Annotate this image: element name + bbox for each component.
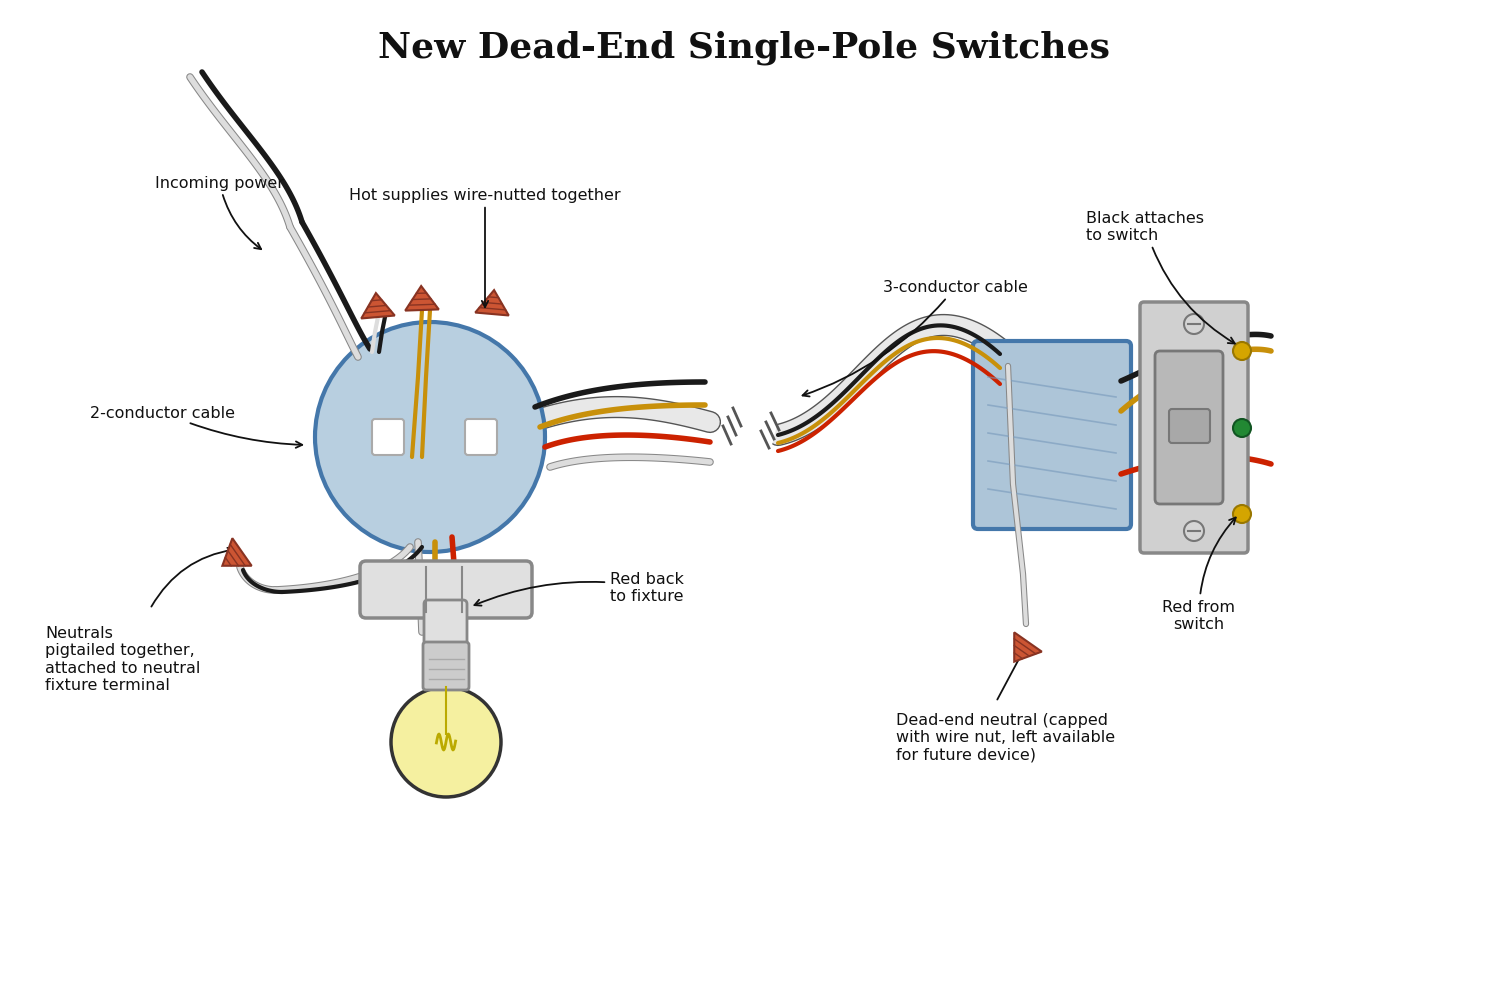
Text: Red from
switch: Red from switch bbox=[1162, 518, 1235, 632]
Circle shape bbox=[391, 687, 501, 798]
FancyBboxPatch shape bbox=[372, 420, 405, 456]
FancyBboxPatch shape bbox=[424, 600, 467, 653]
Text: 2-conductor cable: 2-conductor cable bbox=[89, 405, 302, 448]
Text: Dead-end neutral (capped
with wire nut, left available
for future device): Dead-end neutral (capped with wire nut, … bbox=[896, 712, 1115, 763]
Circle shape bbox=[315, 323, 545, 552]
Polygon shape bbox=[1015, 632, 1042, 662]
Text: 3-conductor cable: 3-conductor cable bbox=[802, 281, 1028, 397]
Text: Incoming power: Incoming power bbox=[155, 175, 284, 249]
Polygon shape bbox=[222, 539, 251, 566]
Circle shape bbox=[1184, 521, 1204, 541]
Polygon shape bbox=[405, 287, 439, 312]
FancyBboxPatch shape bbox=[1170, 410, 1210, 444]
Text: Red back
to fixture: Red back to fixture bbox=[475, 571, 684, 606]
Text: Neutrals
pigtailed together,
attached to neutral
fixture terminal: Neutrals pigtailed together, attached to… bbox=[45, 625, 201, 692]
Circle shape bbox=[1234, 505, 1251, 523]
Text: New Dead-End Single-Pole Switches: New Dead-End Single-Pole Switches bbox=[378, 31, 1110, 65]
Text: Black attaches
to switch: Black attaches to switch bbox=[1086, 210, 1235, 345]
FancyBboxPatch shape bbox=[423, 642, 469, 690]
Circle shape bbox=[1234, 420, 1251, 438]
Polygon shape bbox=[475, 291, 509, 317]
FancyBboxPatch shape bbox=[1140, 303, 1248, 553]
FancyBboxPatch shape bbox=[1155, 352, 1223, 504]
FancyBboxPatch shape bbox=[973, 342, 1131, 529]
Text: Hot supplies wire-nutted together: Hot supplies wire-nutted together bbox=[350, 187, 620, 308]
Circle shape bbox=[1234, 343, 1251, 361]
FancyBboxPatch shape bbox=[360, 561, 533, 618]
Circle shape bbox=[1184, 315, 1204, 335]
Polygon shape bbox=[362, 294, 394, 320]
FancyBboxPatch shape bbox=[466, 420, 497, 456]
